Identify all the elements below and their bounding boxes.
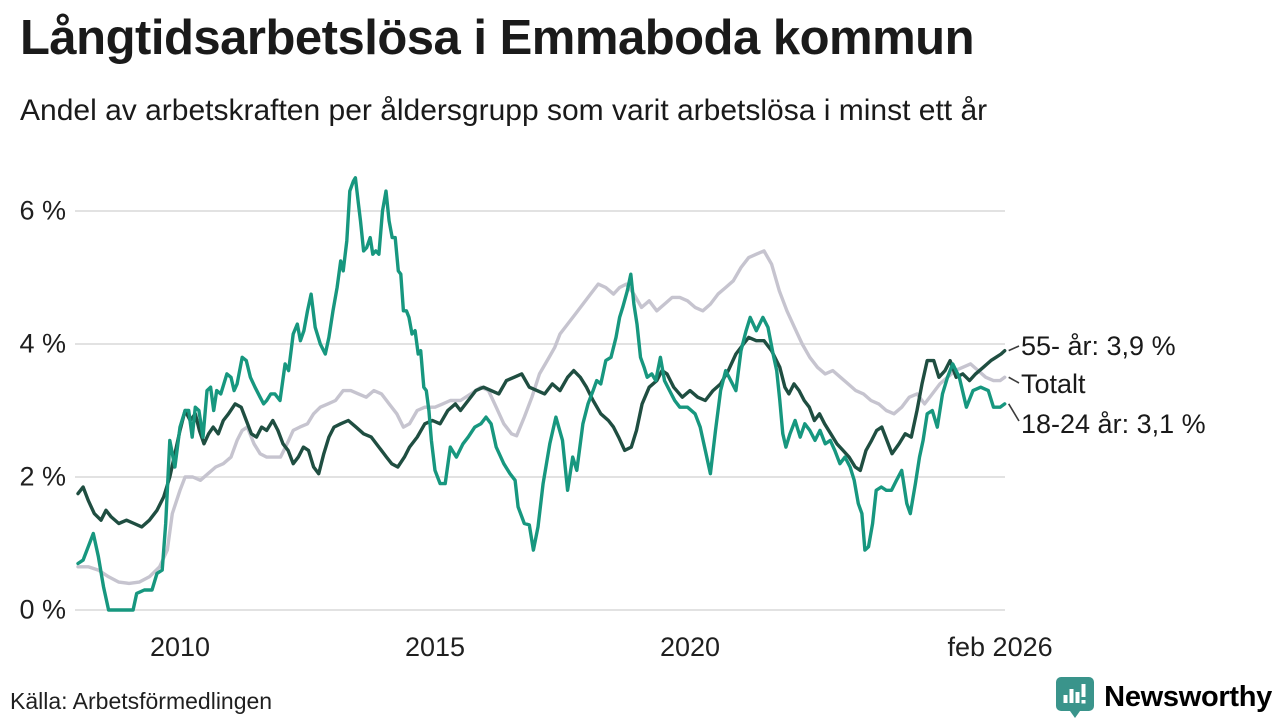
y-tick-label: 0 % [19,594,66,625]
series-end-label-totalt: Totalt [1021,369,1086,399]
newsworthy-wordmark: Newsworthy [1104,680,1272,713]
chart-subtitle: Andel av arbetskraften per åldersgrupp s… [20,94,988,127]
series-end-label-18-24: 18-24 år: 3,1 % [1021,409,1206,439]
page-title: Långtidsarbetslösa i Emmaboda kommun [20,11,975,65]
y-tick-label: 6 % [19,195,66,226]
series-end-label-55plus: 55- år: 3,9 % [1021,331,1176,361]
y-tick-label: 2 % [19,461,66,492]
newsworthy-icon [1056,677,1095,718]
x-tick-label: 2015 [404,632,466,662]
x-tick-label: 2020 [659,632,721,662]
x-tick-label: 2010 [149,632,211,662]
newsworthy-logo: Newsworthy [1055,676,1272,718]
source-note: Källa: Arbetsförmedlingen [10,688,273,714]
x-tick-label: feb 2026 [947,632,1053,662]
y-tick-label: 4 % [19,328,66,359]
